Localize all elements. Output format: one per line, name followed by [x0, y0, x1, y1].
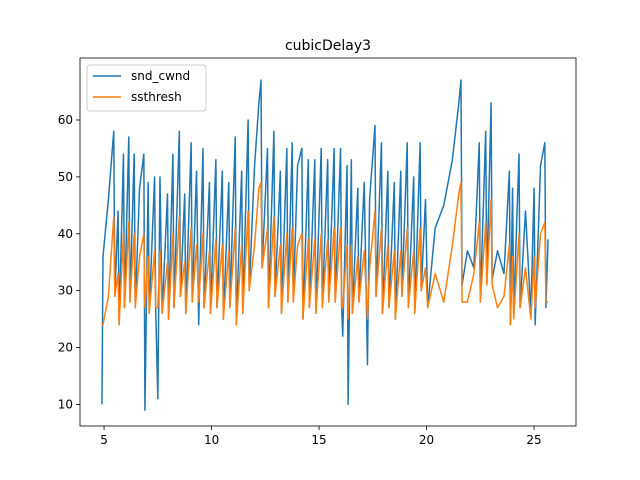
y-tick-label: 30: [58, 284, 73, 298]
chart-title: cubicDelay3: [285, 38, 371, 54]
x-tick-label: 10: [204, 433, 219, 447]
y-tick-label: 10: [58, 397, 73, 411]
plot-area: [101, 79, 549, 411]
x-tick-label: 25: [526, 433, 541, 447]
y-tick-label: 20: [58, 341, 73, 355]
x-tick-label: 5: [100, 433, 108, 447]
y-tick-label: 40: [58, 227, 73, 241]
axes-frame: [79, 57, 577, 427]
legend: snd_cwnd ssthresh: [86, 64, 207, 112]
legend-label: ssthresh: [131, 90, 182, 104]
series-line: [101, 181, 549, 326]
legend-label: snd_cwnd: [131, 69, 190, 83]
y-tick-label: 50: [58, 170, 73, 184]
x-tick-label: 15: [311, 433, 326, 447]
series-line: [101, 79, 549, 411]
x-tick-label: 20: [419, 433, 434, 447]
y-tick-label: 60: [58, 113, 73, 127]
